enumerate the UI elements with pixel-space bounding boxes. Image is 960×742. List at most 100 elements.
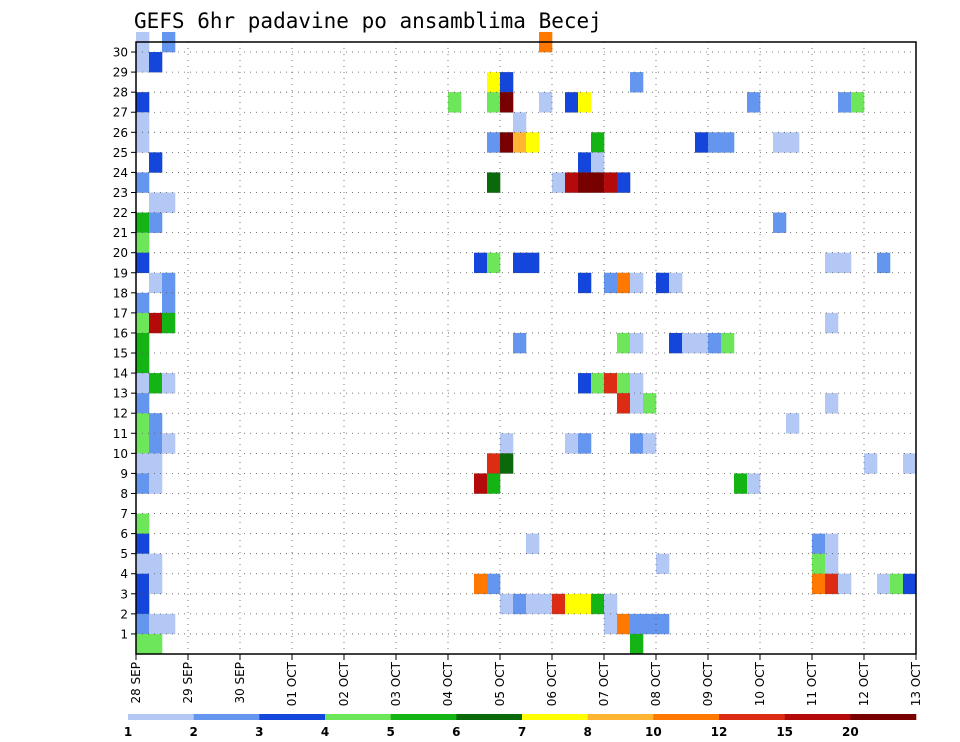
heatmap-cell xyxy=(513,252,527,274)
heatmap-cell xyxy=(669,272,683,294)
colorbar-swatch xyxy=(719,714,785,720)
colorbar-swatch xyxy=(653,714,720,720)
colorbar-tick-label: 7 xyxy=(518,725,526,739)
x-tick-label: 02 OCT xyxy=(337,661,351,706)
heatmap-cell xyxy=(487,252,501,274)
x-tick-label: 06 OCT xyxy=(545,661,559,706)
heatmap-cell xyxy=(136,433,150,454)
heatmap-cell xyxy=(448,92,462,113)
heatmap-cell xyxy=(825,252,839,274)
heatmap-cell xyxy=(643,393,657,414)
y-tick-label: 28 xyxy=(113,86,128,100)
heatmap-cell xyxy=(526,252,540,274)
heatmap-cell xyxy=(591,152,605,173)
heatmap-cell xyxy=(162,433,176,454)
heatmap-cell xyxy=(877,573,891,595)
heatmap-cell xyxy=(591,172,605,193)
colorbar-tick-label: 3 xyxy=(255,725,263,739)
heatmap-cell xyxy=(149,453,163,474)
x-tick-label: 12 OCT xyxy=(857,661,871,706)
heatmap-cell xyxy=(136,413,150,434)
heatmap-cell xyxy=(591,132,605,153)
heatmap-cells xyxy=(136,31,917,655)
heatmap-cell xyxy=(695,332,709,354)
plot-frame xyxy=(135,41,917,655)
heatmap-cell xyxy=(513,132,527,153)
heatmap-cell xyxy=(136,393,150,414)
heatmap-cell xyxy=(136,252,150,274)
y-tick-label: 12 xyxy=(113,407,128,421)
heatmap-cell xyxy=(695,132,709,153)
colorbar-swatch xyxy=(390,714,457,720)
heatmap-cell xyxy=(513,332,527,354)
heatmap-cell xyxy=(149,433,163,454)
heatmap-cell xyxy=(565,172,579,193)
heatmap-cell xyxy=(149,473,163,494)
y-tick-label: 7 xyxy=(120,507,128,521)
heatmap-cell xyxy=(747,92,761,113)
heatmap-cell xyxy=(149,373,163,394)
heatmap-cell xyxy=(136,112,150,133)
heatmap-cell xyxy=(500,433,514,454)
colorbar-tick-label: 10 xyxy=(645,725,662,739)
colorbar-tick-label: 4 xyxy=(321,725,329,739)
y-tick-label: 2 xyxy=(120,607,128,621)
heatmap-cell xyxy=(136,292,150,314)
heatmap-cell xyxy=(149,212,163,233)
colorbar-tick-label: 12 xyxy=(711,725,728,739)
heatmap-cell xyxy=(162,272,176,294)
heatmap-cell xyxy=(149,573,163,595)
y-tick-label: 3 xyxy=(120,587,128,601)
heatmap-cell xyxy=(149,413,163,434)
heatmap-cell xyxy=(838,573,852,595)
x-tick-label: 08 OCT xyxy=(649,661,663,706)
colorbar-swatch xyxy=(587,714,654,720)
heatmap-cell xyxy=(565,433,579,454)
colorbar-swatch xyxy=(850,714,917,720)
heatmap-cell xyxy=(656,553,670,575)
heatmap-cell xyxy=(656,272,670,294)
heatmap-cell xyxy=(162,192,176,213)
y-tick-label: 15 xyxy=(113,347,128,361)
heatmap-cell xyxy=(136,633,150,655)
heatmap-cell xyxy=(578,593,592,615)
x-tick-label: 09 OCT xyxy=(701,661,715,706)
axes: 1234567891011121314151617181920212223242… xyxy=(113,46,923,707)
heatmap-cell xyxy=(734,473,748,494)
heatmap-cell xyxy=(136,373,150,394)
heatmap-cell xyxy=(578,172,592,193)
heatmap-cell xyxy=(643,613,657,635)
y-tick-label: 5 xyxy=(120,547,128,561)
y-tick-label: 27 xyxy=(113,106,128,120)
colorbar-swatch xyxy=(522,714,588,720)
heatmap-cell xyxy=(474,573,488,595)
heatmap-cell xyxy=(682,332,696,354)
x-tick-label: 29 SEP xyxy=(181,662,195,704)
heatmap-cell xyxy=(604,593,618,615)
heatmap-cell xyxy=(617,332,631,354)
heatmap-cell xyxy=(578,272,592,294)
heatmap-cell xyxy=(630,332,644,354)
heatmap-cell xyxy=(604,272,618,294)
colorbar-tick-label: 20 xyxy=(842,725,859,739)
colorbar-tick-label: 2 xyxy=(189,725,197,739)
heatmap-cell xyxy=(903,453,917,474)
heatmap-cell xyxy=(474,252,488,274)
colorbar-swatch xyxy=(456,714,523,720)
heatmap-cell xyxy=(500,593,514,615)
heatmap-cell xyxy=(786,413,800,434)
heatmap-cell xyxy=(708,332,722,354)
y-tick-label: 4 xyxy=(120,567,128,581)
heatmap-cell xyxy=(565,593,579,615)
x-tick-label: 03 OCT xyxy=(389,661,403,706)
heatmap-cell xyxy=(825,573,839,595)
y-tick-label: 11 xyxy=(113,427,128,441)
colorbar-tick-label: 15 xyxy=(776,725,793,739)
heatmap-cell xyxy=(838,92,852,113)
heatmap-cell xyxy=(162,613,176,635)
x-tick-label: 10 OCT xyxy=(753,661,767,706)
heatmap-cell xyxy=(578,373,592,394)
heatmap-cell xyxy=(565,92,579,113)
heatmap-cell xyxy=(149,272,163,294)
x-tick-label: 07 OCT xyxy=(597,661,611,706)
